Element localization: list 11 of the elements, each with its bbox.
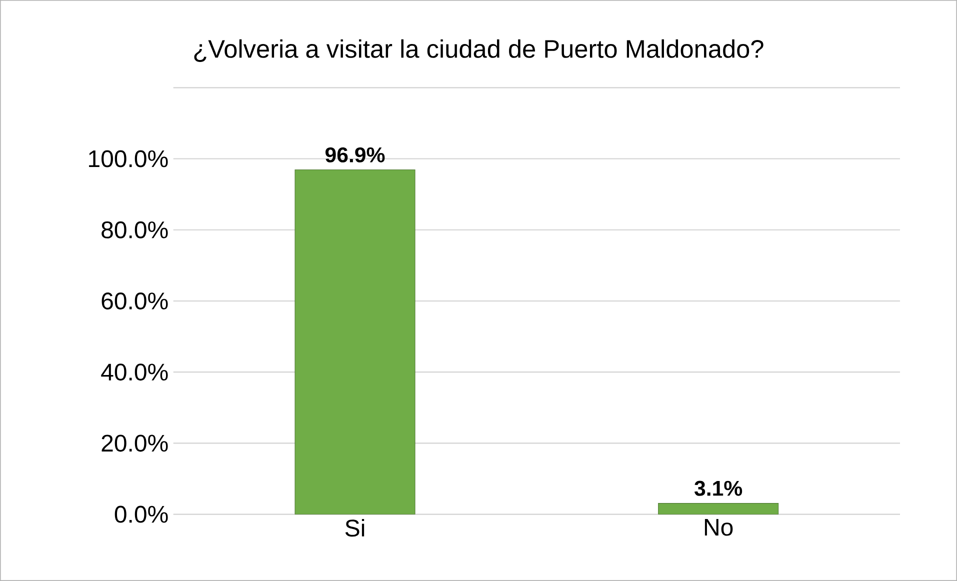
- y-tick-label: 80.0%: [102, 221, 168, 238]
- y-tick-label: 60.0%: [102, 292, 168, 310]
- x-tick-label: Si: [345, 519, 364, 537]
- y-tick-label: 0.0%: [114, 506, 168, 523]
- chart-title: ¿Volveria a visitar la ciudad de Puerto Maldonado?: [194, 39, 764, 62]
- y-tick-label: 100.0%: [89, 150, 168, 168]
- y-tick-label: 20.0%: [102, 434, 168, 452]
- data-label: 96.9%: [325, 147, 385, 162]
- data-label: 3.1%: [694, 480, 742, 496]
- x-tick-label: No: [704, 519, 733, 536]
- y-tick-label: 40.0%: [101, 364, 168, 381]
